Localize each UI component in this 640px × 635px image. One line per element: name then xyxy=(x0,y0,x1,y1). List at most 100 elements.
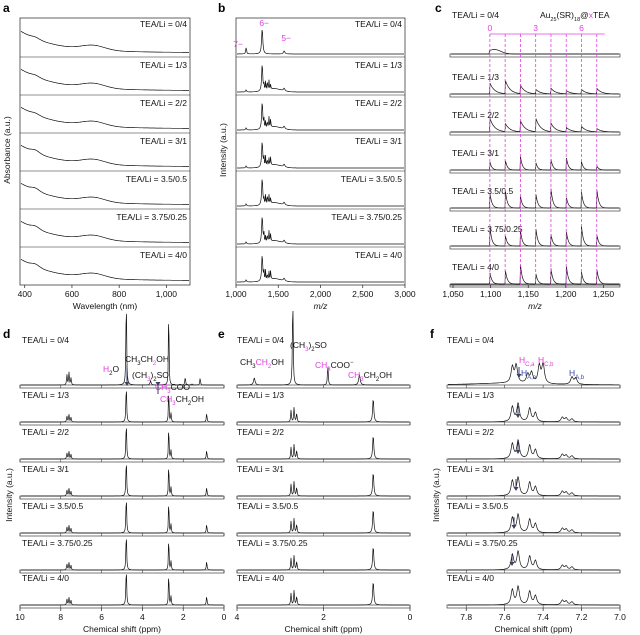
nmr-spectrum xyxy=(238,547,409,571)
annotation-part: 2 xyxy=(268,364,272,370)
strip-label: TEA/Li = 0/4 xyxy=(22,335,69,345)
annotation-part: 3 xyxy=(327,367,331,373)
peak-charge-label: 6− xyxy=(259,18,269,28)
annotation-part: CH xyxy=(240,357,252,367)
annotation-hca: HC,a xyxy=(519,355,535,368)
annotation-part: 3 xyxy=(147,377,151,383)
x-tick-label: 0 xyxy=(408,612,413,622)
title-part: 18 xyxy=(574,17,580,23)
nmr-spectrum xyxy=(21,502,223,534)
strip-frame xyxy=(19,495,225,500)
annotation-part: O xyxy=(112,364,119,374)
arrow-icon xyxy=(515,450,521,454)
y-axis-label: Intensity (a.u.) xyxy=(431,468,441,522)
strip-label: TEA/Li = 3.5/0.5 xyxy=(22,501,83,511)
annotation-part: CH xyxy=(256,357,268,367)
annotation-part: 3 xyxy=(167,389,171,395)
strip-frame xyxy=(449,93,621,98)
strip-frame xyxy=(446,384,621,389)
nmr-spectrum xyxy=(238,310,409,386)
strip-label: TEA/Li = 3/1 xyxy=(237,464,284,474)
mass-spectrum-zoom xyxy=(451,49,619,55)
annotation-part: CH xyxy=(348,370,360,380)
adduct-count-label: 0 xyxy=(488,23,493,33)
mass-spectrum-zoom xyxy=(451,188,619,209)
annotation-part: ) xyxy=(308,340,311,350)
annotation-part: A,b xyxy=(575,375,585,381)
annotation-part: − xyxy=(190,382,194,388)
annotation-part: 3 xyxy=(172,401,176,407)
strip-label: TEA/Li = 0/4 xyxy=(355,19,402,29)
annotation-part: OH xyxy=(271,357,284,367)
annotation-part: 2 xyxy=(188,401,192,407)
x-axis-label: Wavelength (nm) xyxy=(73,301,138,311)
annotation-dmso: (CH3)2SO xyxy=(132,370,169,383)
x-tick-label: 0 xyxy=(222,612,227,622)
annotation-part: 3 xyxy=(137,361,141,367)
annotation-part: COO xyxy=(171,382,191,392)
strip-frame xyxy=(446,495,621,500)
panel-label-a: a xyxy=(3,1,10,15)
nmr-spectrum xyxy=(238,436,409,460)
x-tick-label: 4 xyxy=(235,612,240,622)
x-tick-label: 4 xyxy=(140,612,145,622)
strip-label: TEA/Li = 3.75/0.25 xyxy=(22,538,93,548)
title-part: 25 xyxy=(550,17,556,23)
annotation-ethanol-ch3: CH3CH2OH xyxy=(348,370,392,383)
mass-spectrum xyxy=(237,179,404,207)
x-axis-label: Chemical shift (ppm) xyxy=(285,624,363,634)
annotation-water: H2O xyxy=(103,364,119,377)
nmr-spectrum xyxy=(448,512,619,534)
strip-frame xyxy=(449,131,621,136)
nmr-spectrum xyxy=(238,582,409,606)
mass-spectrum-zoom xyxy=(451,118,619,133)
strip-frame xyxy=(446,458,621,463)
x-tick-label: 6 xyxy=(99,612,104,622)
strip-label: TEA/Li = 3/1 xyxy=(447,464,494,474)
annotation-part: SO xyxy=(157,370,170,380)
annotation-part: SO xyxy=(315,340,328,350)
annotation-part: A,a xyxy=(527,375,537,381)
absorbance-curve xyxy=(20,182,189,205)
annotation-part: CH xyxy=(125,354,137,364)
x-tick-label: 600 xyxy=(65,289,79,299)
x-tick-label: 1,050 xyxy=(442,289,464,299)
annotation-part: H xyxy=(521,368,527,378)
annotation-part: OH xyxy=(191,394,204,404)
strip-label: TEA/Li = 2/2 xyxy=(447,427,494,437)
strip-label: TEA/Li = 2/2 xyxy=(22,427,69,437)
annotation-part: ) xyxy=(150,370,153,380)
annotation-part: COO xyxy=(331,360,351,370)
strip-label: TEA/Li = 2/2 xyxy=(237,427,284,437)
nmr-spectrum xyxy=(448,360,619,386)
panel-a-frame xyxy=(19,17,191,286)
x-axis-label: m/z xyxy=(314,301,328,311)
mass-spectrum-zoom xyxy=(451,156,619,171)
strip-label: TEA/Li = 3.5/0.5 xyxy=(452,186,513,196)
nmr-spectrum xyxy=(448,549,619,571)
strip-label: TEA/Li = 4/0 xyxy=(140,250,187,260)
nmr-spectrum xyxy=(21,574,223,606)
strip-label: TEA/Li = 3/1 xyxy=(355,136,402,146)
x-tick-label: 7.8 xyxy=(460,612,472,622)
strip-frame xyxy=(449,207,621,212)
annotation-part: 2 xyxy=(109,371,113,377)
annotation-acetate: CH3COO− xyxy=(315,360,354,373)
absorbance-curve xyxy=(20,258,189,281)
annotation-ethanol-ch2: CH3CH2OH xyxy=(125,354,169,367)
strip-label: TEA/Li = 0/4 xyxy=(447,335,494,345)
y-axis-label: Intensity (a.u.) xyxy=(4,468,14,522)
mass-spectrum xyxy=(237,142,404,169)
panel-label-e: e xyxy=(218,327,225,341)
strip-frame xyxy=(446,421,621,426)
mass-spectrum xyxy=(237,65,404,93)
x-tick-label: 7.2 xyxy=(576,612,588,622)
strip-frame xyxy=(446,604,621,609)
strip-label: TEA/Li = 2/2 xyxy=(140,98,187,108)
title-part: (SR) xyxy=(557,10,575,20)
strip-frame xyxy=(19,458,225,463)
panel-c-title: Au25(SR)18@xTEA xyxy=(540,10,610,23)
strip-frame xyxy=(19,532,225,537)
annotation-ethanol-ch2: CH3CH2OH xyxy=(240,357,284,370)
